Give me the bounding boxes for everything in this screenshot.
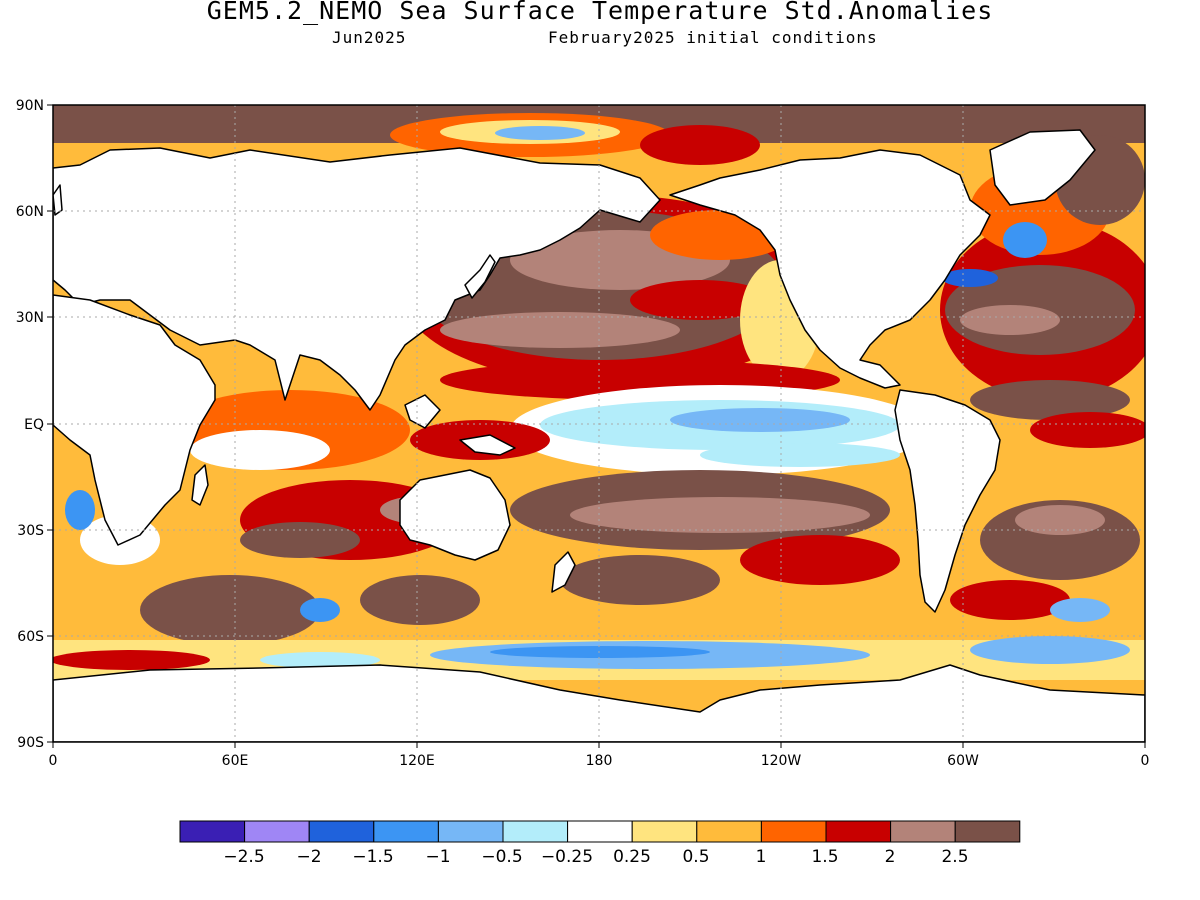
colorbar-label: −1.5 — [352, 847, 393, 867]
colorbar-swatch — [308, 820, 375, 843]
anomaly-region — [1030, 412, 1145, 448]
anomaly-region — [360, 575, 480, 625]
lat-label: EQ — [24, 417, 44, 433]
anomaly-region — [490, 646, 710, 658]
initial-conditions-label: February2025 initial conditions — [548, 28, 878, 47]
anomaly-region — [630, 280, 770, 320]
land-africa — [53, 294, 216, 546]
land-new-zealand — [551, 551, 576, 593]
colorbar — [179, 820, 1021, 843]
anomaly-region — [640, 125, 760, 165]
anomaly-region — [560, 555, 720, 605]
anomaly-region — [942, 269, 998, 287]
land-japan — [464, 254, 496, 299]
anomaly-region — [970, 636, 1130, 664]
anomaly-region — [190, 430, 330, 470]
lat-label: 30S — [17, 523, 44, 539]
colorbar-label: 0.5 — [682, 847, 709, 867]
anomaly-region — [1050, 598, 1110, 622]
anomaly-region — [240, 522, 360, 558]
colorbar-swatch — [179, 820, 246, 843]
tick-marks — [47, 104, 1146, 748]
lon-label: 180 — [586, 753, 613, 769]
lon-label: 120W — [761, 753, 802, 769]
lon-label: 60W — [947, 753, 979, 769]
valid-month: Jun2025 — [332, 28, 407, 47]
lat-label: 60S — [17, 629, 44, 645]
colorbar-label: −0.25 — [541, 847, 593, 867]
colorbar-label: −1 — [425, 847, 450, 867]
colorbar-swatch — [696, 820, 762, 843]
anomaly-region — [670, 408, 850, 432]
land-greenland — [989, 129, 1096, 206]
colorbar-swatch — [567, 820, 633, 843]
land-british-isles — [53, 184, 63, 216]
lon-label: 0 — [49, 753, 58, 769]
anomaly-region — [260, 652, 380, 668]
land-north-america — [669, 149, 991, 389]
grid-lines — [53, 105, 1145, 742]
anomaly-region — [65, 490, 95, 530]
land-eurasia — [53, 147, 661, 411]
anomaly-region — [700, 443, 900, 467]
anomaly-region — [300, 598, 340, 622]
anomaly-region — [1003, 222, 1047, 258]
colorbar-label: 2 — [885, 847, 896, 867]
colorbar-swatch — [954, 820, 1021, 843]
lon-label: 0 — [1141, 753, 1150, 769]
anomaly-region — [740, 535, 900, 585]
colorbar-label: 1 — [756, 847, 767, 867]
colorbar-swatch — [890, 820, 956, 843]
anomaly-region — [570, 497, 870, 533]
land-australia — [399, 469, 511, 561]
anomaly-region — [970, 380, 1130, 420]
anomaly-region — [960, 305, 1060, 335]
lon-label: 120E — [399, 753, 435, 769]
colorbar-label: −2 — [296, 847, 321, 867]
colorbar-swatch — [437, 820, 504, 843]
anomaly-region — [1015, 505, 1105, 535]
anomaly-region — [495, 126, 585, 140]
map-title: GEM5.2_NEMO Sea Surface Temperature Std.… — [206, 0, 994, 25]
land-south-america — [894, 389, 1001, 613]
land-madagascar — [191, 464, 209, 506]
colorbar-labels: −2.5 −2 −1.5 −1 −0.5 −0.25 0.25 0.5 1 1.… — [223, 847, 968, 867]
colorbar-label: −2.5 — [223, 847, 264, 867]
lat-label: 90N — [16, 98, 44, 114]
anomaly-region — [440, 312, 680, 348]
land-new-guinea — [459, 434, 516, 456]
anomaly-region — [950, 580, 1070, 620]
colorbar-swatch — [373, 820, 439, 843]
colorbar-label: 2.5 — [941, 847, 968, 867]
colorbar-label: 0.25 — [613, 847, 651, 867]
colorbar-swatch — [760, 820, 827, 843]
land-borneo — [404, 394, 441, 429]
lat-label: 90S — [17, 735, 44, 751]
colorbar-label: 1.5 — [811, 847, 838, 867]
colorbar-swatch — [631, 820, 698, 843]
lon-label: 60E — [222, 753, 249, 769]
colorbar-label: −0.5 — [481, 847, 522, 867]
colorbar-swatch — [244, 820, 310, 843]
lat-label: 60N — [16, 204, 44, 220]
anomaly-region — [140, 575, 320, 645]
colorbar-swatch — [502, 820, 569, 843]
lat-label: 30N — [16, 310, 44, 326]
land-antarctica — [53, 664, 1145, 742]
anomaly-region — [53, 650, 210, 670]
colorbar-swatch — [825, 820, 892, 843]
